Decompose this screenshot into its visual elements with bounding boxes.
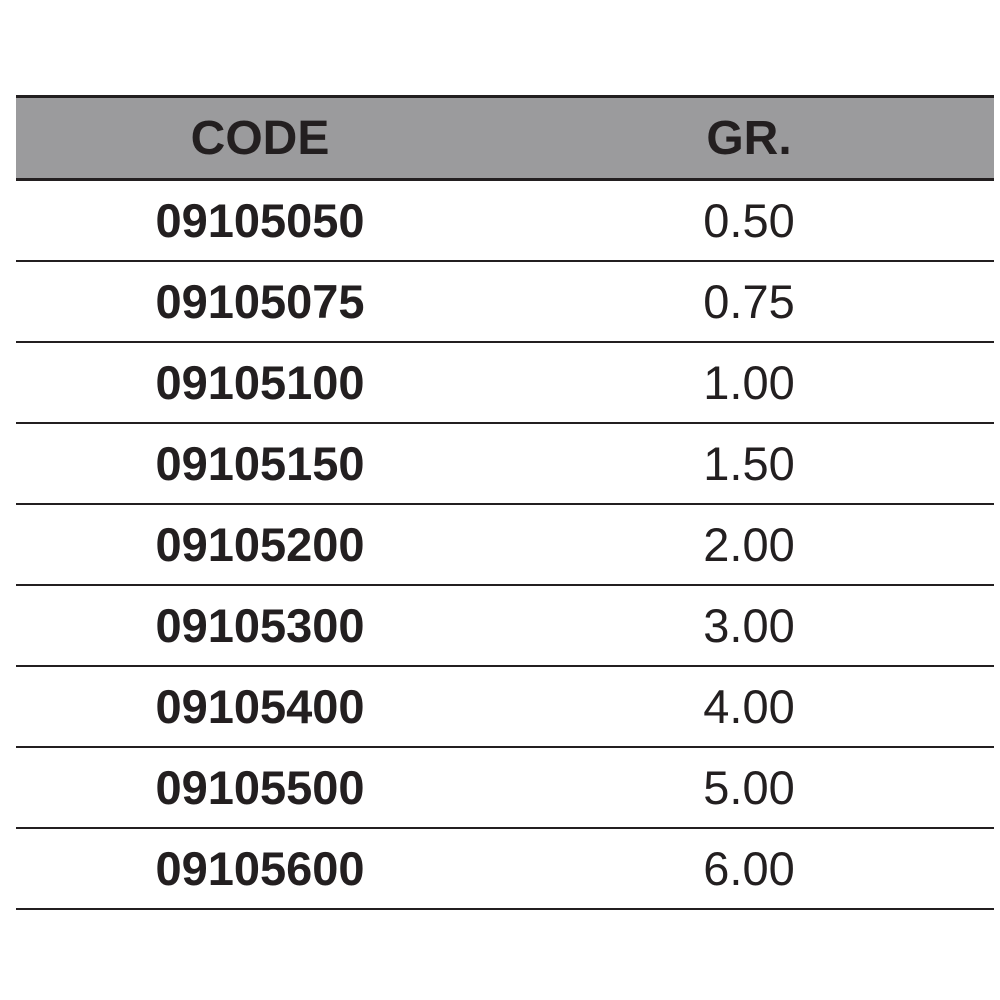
code-cell: 09105600 (16, 828, 504, 910)
code-cell: 09105400 (16, 666, 504, 748)
gr-cell: 2.00 (504, 504, 994, 586)
code-cell: 09105100 (16, 342, 504, 424)
header-row: CODE GR. (16, 95, 994, 181)
gr-cell: 0.75 (504, 261, 994, 343)
code-cell: 09105200 (16, 504, 504, 586)
table-row: 09105075 0.75 (16, 261, 994, 343)
table-row: 09105100 1.00 (16, 342, 994, 424)
table-row: 09105200 2.00 (16, 504, 994, 586)
gr-cell: 0.50 (504, 179, 994, 262)
table-row: 09105400 4.00 (16, 666, 994, 748)
code-cell: 09105050 (16, 179, 504, 262)
code-cell: 09105300 (16, 585, 504, 667)
table-row: 09105500 5.00 (16, 747, 994, 829)
gr-cell: 5.00 (504, 747, 994, 829)
gr-cell: 3.00 (504, 585, 994, 667)
product-table: CODE GR. 09105050 0.50 09105075 0.75 0910510… (16, 95, 994, 910)
gr-cell: 1.50 (504, 423, 994, 505)
table-row: 09105050 0.50 (16, 179, 994, 262)
table-row: 09105600 6.00 (16, 828, 994, 910)
code-cell: 09105500 (16, 747, 504, 829)
header-code: CODE (16, 95, 504, 181)
code-cell: 09105150 (16, 423, 504, 505)
table-row: 09105300 3.00 (16, 585, 994, 667)
gr-cell: 4.00 (504, 666, 994, 748)
table-row: 09105150 1.50 (16, 423, 994, 505)
header-gr: GR. (504, 95, 994, 181)
gr-cell: 1.00 (504, 342, 994, 424)
gr-cell: 6.00 (504, 828, 994, 910)
code-cell: 09105075 (16, 261, 504, 343)
